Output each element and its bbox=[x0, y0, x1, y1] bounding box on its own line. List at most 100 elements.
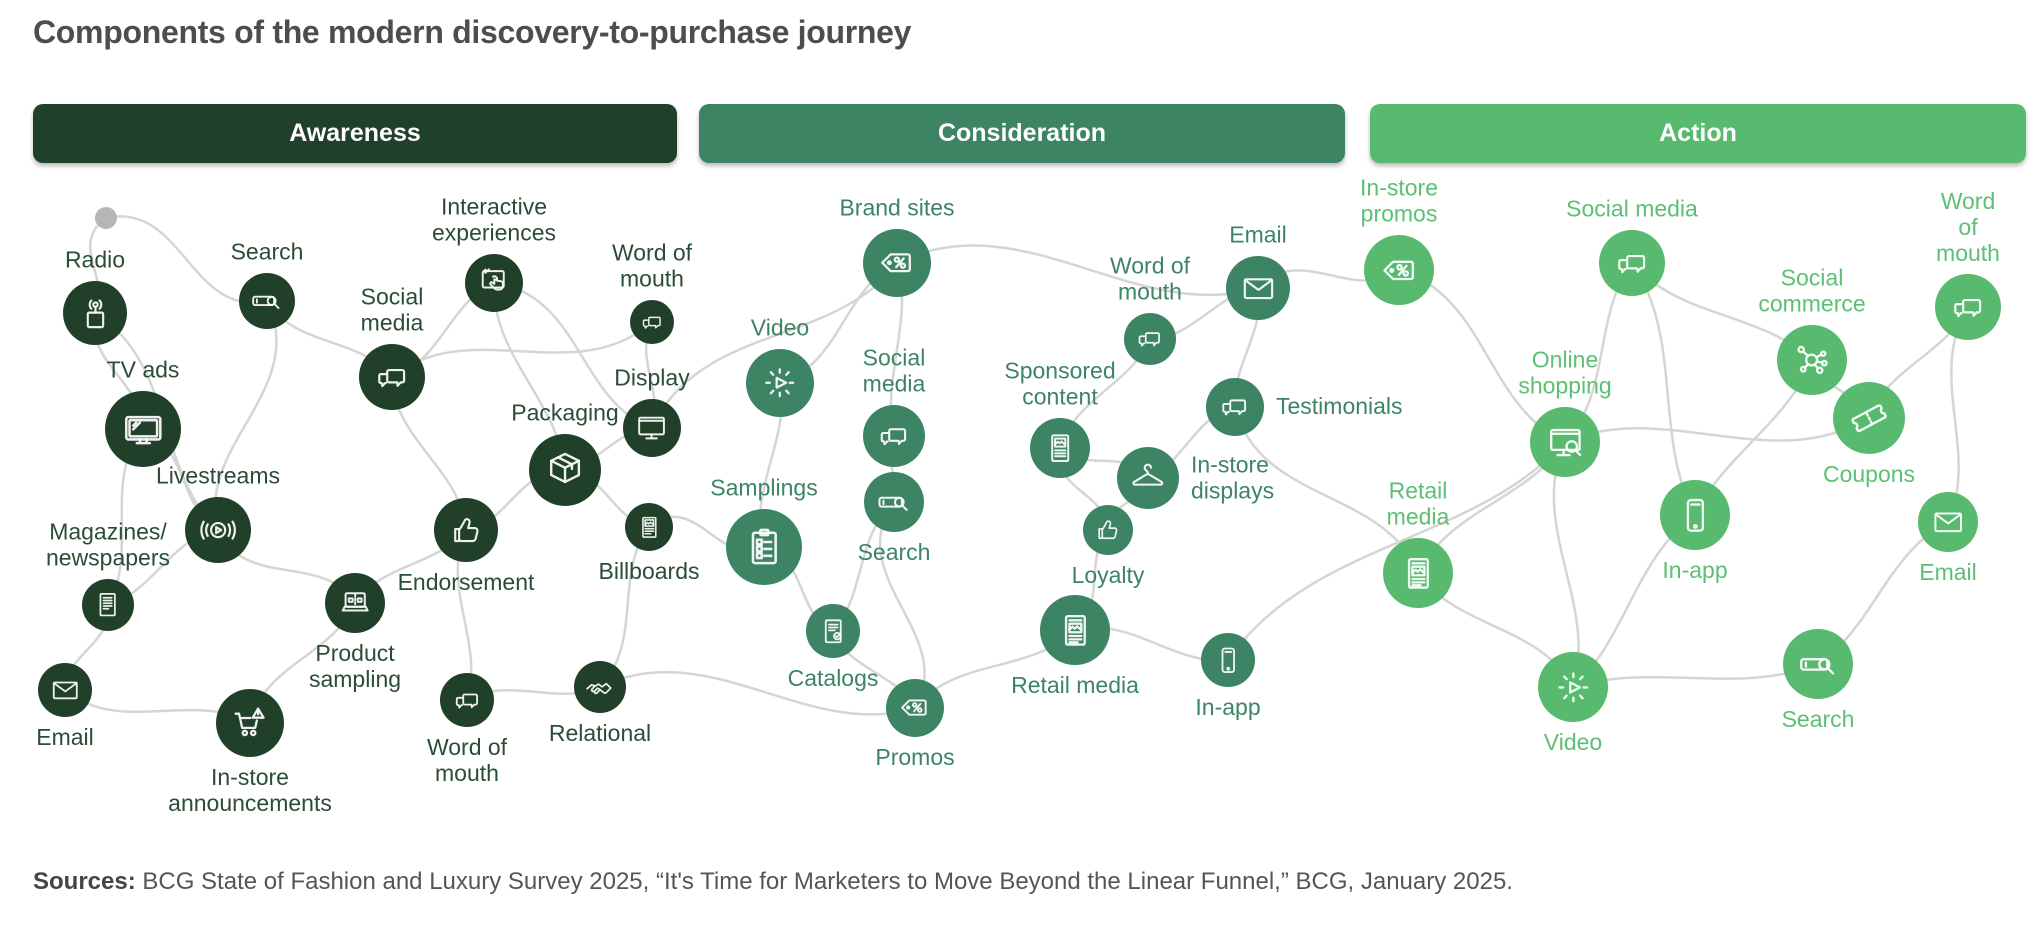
envelope-icon bbox=[52, 681, 78, 699]
label-loyalty: Loyalty bbox=[1071, 562, 1145, 588]
flyer-icon bbox=[1064, 614, 1086, 646]
label-samplings: Samplings bbox=[710, 474, 818, 501]
journey-path-relational--promos bbox=[598, 670, 917, 716]
label-billboards: Billboards bbox=[598, 558, 700, 584]
touch-screen-icon bbox=[482, 268, 506, 292]
journey-path-search-a--video-a bbox=[1571, 662, 1820, 689]
tv-icon bbox=[124, 415, 162, 445]
label-in-store-disp: In-store displays bbox=[1191, 451, 1275, 503]
label-coupons: Coupons bbox=[1822, 461, 1916, 487]
node-coupons bbox=[1833, 382, 1905, 454]
label-tv-ads: TV ads bbox=[106, 356, 180, 383]
phase-bar-awareness: Awareness bbox=[33, 104, 677, 163]
node-promos bbox=[886, 679, 944, 737]
label-email-a: Email bbox=[1919, 559, 1977, 585]
node-social-com bbox=[1777, 325, 1847, 395]
node-livestreams bbox=[185, 497, 251, 563]
node-social-c bbox=[863, 405, 925, 467]
node-retail-c bbox=[1040, 595, 1110, 665]
node-search-a bbox=[1783, 629, 1853, 699]
search-bar-icon bbox=[252, 295, 280, 310]
node-social-aw bbox=[359, 344, 425, 410]
label-interactive: Interactive experiences bbox=[431, 193, 557, 246]
node-tv-ads bbox=[105, 391, 181, 467]
node-retail-a bbox=[1383, 538, 1453, 608]
phase-label-action: Action bbox=[1659, 119, 1737, 147]
label-testimonials: Testimonials bbox=[1276, 393, 1403, 420]
node-samplings bbox=[726, 509, 802, 585]
thumbs-up-icon bbox=[453, 517, 479, 542]
node-wom-aw-bot bbox=[440, 673, 494, 727]
label-display: Display bbox=[614, 364, 690, 391]
label-brand-sites: Brand sites bbox=[839, 194, 955, 221]
node-search-aw bbox=[239, 273, 295, 329]
node-testimonials bbox=[1206, 378, 1264, 436]
chat-bubbles-icon bbox=[455, 693, 478, 709]
label-social-aw: Social media bbox=[360, 283, 424, 336]
node-brand-sites bbox=[863, 229, 931, 297]
journey-path-display--brand-sites bbox=[650, 261, 899, 430]
node-in-store-disp bbox=[1117, 447, 1179, 509]
node-in-store-promos bbox=[1364, 235, 1434, 305]
node-display bbox=[623, 399, 681, 457]
chat-bubbles-icon bbox=[1222, 399, 1247, 416]
laptop-ab-icon bbox=[341, 592, 369, 612]
phase-label-consideration: Consideration bbox=[937, 119, 1107, 147]
label-online-shop: Online shopping bbox=[1518, 346, 1612, 399]
journey-path-in-app-c--online-shop bbox=[1226, 440, 1567, 662]
monitor-search-icon bbox=[1549, 428, 1581, 456]
node-loyalty bbox=[1083, 505, 1133, 555]
node-video-a bbox=[1538, 652, 1608, 722]
node-in-store-ann bbox=[216, 689, 284, 757]
label-social-a: Social media bbox=[1566, 195, 1698, 222]
chat-bubbles-icon bbox=[642, 316, 661, 329]
label-wom-aw-bot: Word of mouth bbox=[426, 734, 508, 786]
node-in-app-a bbox=[1660, 480, 1730, 550]
label-search-c: Search bbox=[857, 539, 931, 565]
node-email-aw bbox=[38, 663, 92, 717]
search-bar-icon bbox=[878, 496, 908, 511]
source-note-text: BCG State of Fashion and Luxury Survey 2… bbox=[135, 868, 1513, 895]
handshake-icon bbox=[586, 683, 612, 695]
node-in-app-c bbox=[1201, 633, 1255, 687]
tag-percent-icon bbox=[881, 253, 912, 273]
label-in-app-c: In-app bbox=[1195, 694, 1261, 720]
node-catalogs bbox=[806, 604, 860, 658]
chat-bubbles-icon bbox=[1618, 254, 1646, 274]
newspaper-icon bbox=[99, 593, 117, 617]
node-relational bbox=[574, 661, 626, 713]
box-icon bbox=[549, 452, 581, 484]
phase-bar-action: Action bbox=[1370, 104, 2026, 163]
source-note-label: Sources: bbox=[33, 868, 136, 895]
livestream-icon bbox=[200, 520, 236, 540]
label-livestreams: Livestreams bbox=[156, 462, 280, 489]
play-burst-icon bbox=[765, 368, 795, 398]
label-in-store-ann: In-store announcements bbox=[168, 764, 332, 816]
cart-alert-icon bbox=[234, 707, 265, 737]
ticket-icon bbox=[1851, 404, 1887, 433]
smartphone-icon bbox=[1221, 647, 1235, 673]
label-retail-a: Retail media bbox=[1386, 477, 1450, 530]
radio-icon bbox=[86, 298, 104, 328]
journey-start-dot bbox=[95, 207, 117, 229]
chat-bubbles-icon bbox=[880, 428, 907, 446]
label-in-store-promos: In-store promos bbox=[1360, 174, 1438, 227]
label-wom-aw-top: Word of mouth bbox=[611, 239, 693, 292]
node-endorsement bbox=[434, 498, 498, 562]
node-online-shop bbox=[1530, 407, 1600, 477]
journey-path-social-aw--wom-aw-top bbox=[390, 320, 654, 379]
label-search-a: Search bbox=[1781, 706, 1855, 732]
chat-bubbles-icon bbox=[1954, 298, 1982, 318]
clipboard-list-icon bbox=[751, 528, 777, 565]
label-product-sampling: Product sampling bbox=[308, 640, 402, 692]
node-billboards bbox=[625, 503, 673, 551]
smartphone-icon bbox=[1686, 498, 1704, 532]
label-magazines: Magazines/ newspapers bbox=[45, 518, 171, 571]
label-packaging: Packaging bbox=[511, 399, 619, 426]
node-wom-a bbox=[1935, 274, 2001, 340]
tag-percent-icon bbox=[901, 699, 928, 717]
label-social-com: Social commerce bbox=[1758, 264, 1866, 317]
page-title: Components of the modern discovery-to-pu… bbox=[33, 14, 912, 50]
label-search-aw: Search bbox=[230, 238, 304, 265]
